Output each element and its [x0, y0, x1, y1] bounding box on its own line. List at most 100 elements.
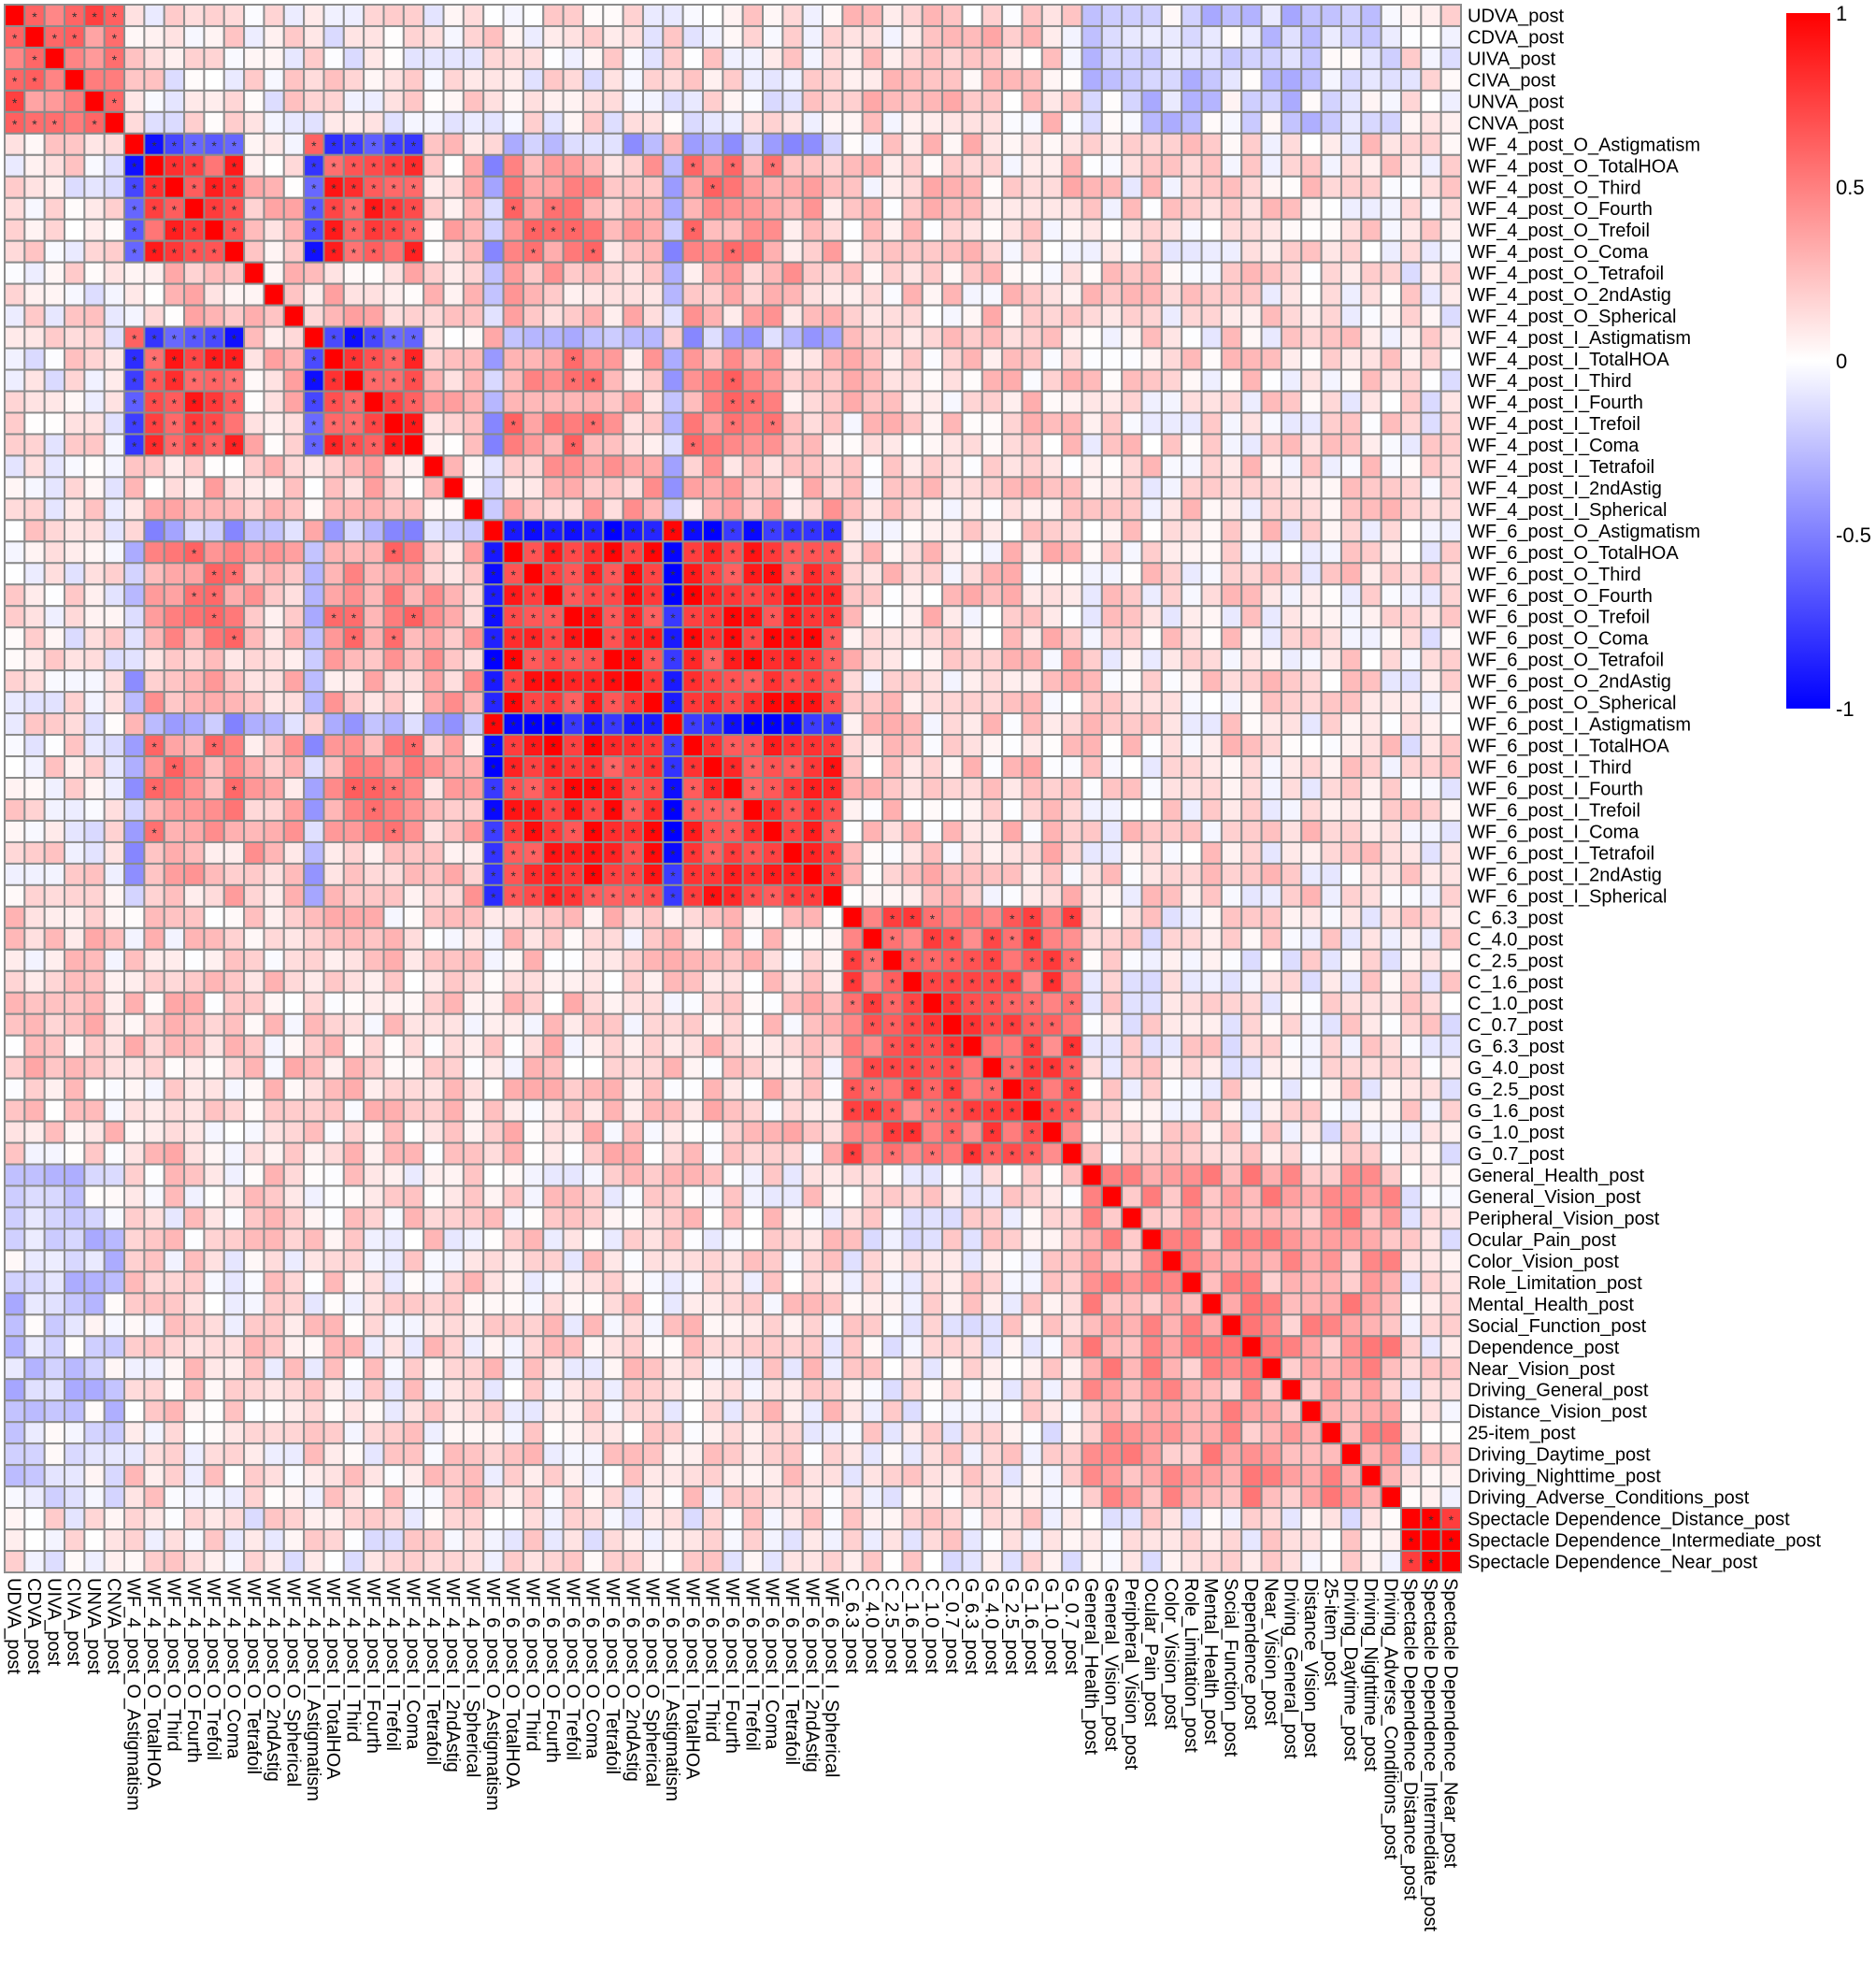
- heatmap-cell: [1040, 390, 1064, 414]
- heatmap-cell: [103, 1120, 126, 1144]
- heatmap-cell: [243, 411, 265, 436]
- heatmap-cell: [103, 1055, 126, 1080]
- heatmap-cell: [901, 797, 924, 822]
- heatmap-cell: [1061, 390, 1083, 414]
- heatmap-cell: [1360, 1292, 1382, 1316]
- heatmap-cell: [363, 1292, 385, 1316]
- heatmap-cell: [183, 1399, 206, 1424]
- heatmap-cell: [641, 1098, 665, 1123]
- heatmap-cell: [382, 926, 405, 951]
- heatmap-cell: [23, 175, 46, 199]
- heatmap-cell: [602, 218, 624, 242]
- heatmap-cell: [263, 1421, 285, 1445]
- heatmap-cell: [801, 1206, 824, 1230]
- heatmap-cell: [1240, 1077, 1263, 1101]
- heatmap-cell: [103, 1249, 126, 1273]
- heatmap-cell: [363, 261, 385, 285]
- heatmap-cell: [1260, 89, 1282, 113]
- heatmap-cell: [581, 905, 605, 929]
- heatmap-cell: [43, 1249, 66, 1273]
- heatmap-cell: [881, 196, 904, 221]
- heatmap-cell: [581, 1077, 605, 1101]
- heatmap-cell: [542, 1034, 565, 1058]
- heatmap-cell: [781, 1356, 804, 1381]
- heatmap-cell: [482, 1055, 505, 1080]
- heatmap-cell: [1061, 1184, 1083, 1209]
- heatmap-cell: [1320, 1120, 1342, 1144]
- heatmap-cell: [1360, 325, 1382, 350]
- heatmap-cell: [422, 562, 445, 586]
- heatmap-cell: [422, 840, 445, 865]
- heatmap-cell: [562, 1313, 584, 1338]
- heatmap-cell: [1061, 1012, 1083, 1037]
- heatmap-cell: [662, 411, 684, 436]
- heatmap-cell: [1300, 691, 1323, 715]
- heatmap-cell: [921, 4, 944, 27]
- heatmap-cell: [1220, 46, 1243, 70]
- heatmap-cell: [881, 840, 904, 865]
- heatmap-cell: [23, 883, 46, 908]
- heatmap-cell: [762, 132, 784, 156]
- heatmap-cell: [1280, 4, 1303, 27]
- heatmap-cell: [581, 476, 605, 500]
- heatmap-cell: [382, 1421, 405, 1445]
- heatmap-cell: [263, 132, 285, 156]
- heatmap-cell: [163, 1335, 186, 1359]
- heatmap-cell: [1140, 1141, 1163, 1166]
- heatmap-cell: [1420, 712, 1442, 737]
- heatmap-cell: [1420, 1077, 1442, 1101]
- heatmap-cell: [1181, 304, 1203, 328]
- heatmap-cell: [4, 519, 26, 543]
- heatmap-cell: [23, 411, 46, 436]
- heatmap-cell: [363, 691, 385, 715]
- heatmap-cell: [222, 583, 246, 608]
- heatmap-cell: [522, 1399, 545, 1424]
- heatmap-cell: [1380, 411, 1402, 436]
- heatmap-cell: [282, 712, 306, 737]
- heatmap-cell: [83, 797, 106, 822]
- heatmap-cell: [901, 476, 924, 500]
- heatmap-cell: [681, 390, 704, 414]
- heatmap-cell: [43, 991, 66, 1015]
- heatmap-cell: [1280, 282, 1303, 307]
- heatmap-cell: [183, 89, 206, 113]
- heatmap-cell: [1380, 734, 1402, 758]
- heatmap-cell: [562, 1227, 584, 1252]
- heatmap-cell: [662, 1313, 684, 1338]
- heatmap-cell: [1200, 540, 1223, 565]
- heatmap-cell: [961, 1399, 983, 1424]
- heatmap-cell: [1160, 1227, 1183, 1252]
- heatmap-cell: [1339, 132, 1363, 156]
- heatmap-cell: [243, 669, 265, 694]
- heatmap-cell: [303, 24, 325, 49]
- heatmap-cell: [442, 1034, 465, 1058]
- heatmap-cell: [243, 46, 265, 70]
- heatmap-cell: [841, 562, 864, 586]
- heatmap-cell: [64, 991, 86, 1015]
- heatmap-cell: [741, 1378, 765, 1402]
- heatmap-cell: [422, 497, 445, 522]
- heatmap-cell: [83, 368, 106, 393]
- heatmap-cell: [1200, 24, 1223, 49]
- heatmap-cell: [282, 1141, 306, 1166]
- heatmap-cell: [522, 1442, 545, 1467]
- heatmap-cell: [442, 304, 465, 328]
- heatmap-cell: [1140, 132, 1163, 156]
- heatmap-cell: [741, 132, 765, 156]
- heatmap-cell: [64, 926, 86, 951]
- heatmap-cell: [701, 132, 724, 156]
- heatmap-cell: [1100, 519, 1124, 543]
- heatmap-cell: [1061, 368, 1083, 393]
- heatmap-cell: [1380, 540, 1402, 565]
- heatmap-cell: [861, 734, 884, 758]
- heatmap-cell: [203, 1012, 225, 1037]
- heatmap-cell: [1360, 648, 1382, 672]
- heatmap-cell: [641, 905, 665, 929]
- heatmap-cell: [1001, 1227, 1024, 1252]
- heatmap-cell: [801, 1163, 824, 1187]
- heatmap-cell: [602, 1442, 624, 1467]
- heatmap-cell: [1021, 1098, 1043, 1123]
- heatmap-cell: [342, 712, 365, 737]
- heatmap-cell: [841, 926, 864, 951]
- heatmap-cell: [482, 1077, 505, 1101]
